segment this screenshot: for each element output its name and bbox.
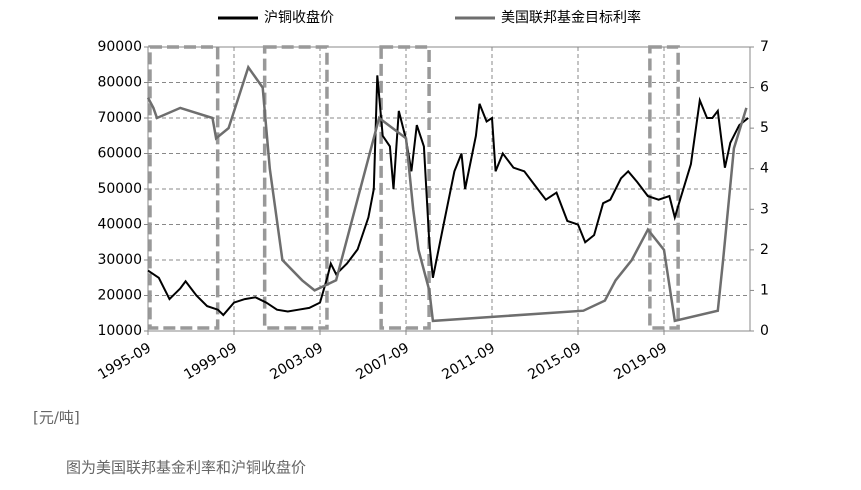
y2-tick-label: 0 bbox=[760, 323, 769, 339]
y-tick-label: 80000 bbox=[97, 75, 142, 91]
y2-tick-label: 4 bbox=[760, 161, 769, 177]
y-tick-label: 20000 bbox=[97, 288, 142, 304]
highlight-period bbox=[262, 45, 329, 330]
y-tick-label: 30000 bbox=[97, 252, 142, 268]
series-line bbox=[146, 64, 748, 323]
y2-tick-label: 7 bbox=[760, 39, 769, 55]
y-unit-label: [元/吨] bbox=[33, 409, 80, 427]
y2-tick-label: 2 bbox=[760, 242, 769, 258]
legend-label: 美国联邦基金目标利率 bbox=[501, 9, 641, 26]
caption: 图为美国联邦基金利率和沪铜收盘价 bbox=[66, 459, 306, 477]
y2-tick-label: 5 bbox=[760, 120, 769, 136]
highlight-period bbox=[379, 45, 431, 330]
highlight-period bbox=[648, 45, 680, 330]
series-line bbox=[147, 75, 749, 317]
y-tick-label: 60000 bbox=[97, 146, 142, 162]
x-tick-label: 2015-09 bbox=[525, 340, 584, 383]
y2-tick-label: 3 bbox=[760, 201, 769, 217]
x-tick-label: 1995-09 bbox=[95, 340, 154, 383]
plot-frame bbox=[147, 46, 751, 332]
x-tick-label: 2007-09 bbox=[353, 340, 412, 383]
y-tick-label: 90000 bbox=[97, 39, 142, 55]
x-tick-label: 2003-09 bbox=[267, 340, 326, 383]
x-tick-label: 2011-09 bbox=[439, 340, 498, 383]
y-tick-label: 50000 bbox=[97, 181, 142, 197]
y-tick-label: 40000 bbox=[97, 217, 142, 233]
x-tick-label: 2019-09 bbox=[611, 340, 670, 383]
y2-tick-label: 6 bbox=[760, 80, 769, 96]
highlight-period bbox=[148, 45, 220, 330]
x-tick-label: 1999-09 bbox=[181, 340, 240, 383]
legend-label: 沪铜收盘价 bbox=[264, 9, 334, 26]
y-tick-label: 70000 bbox=[97, 110, 142, 126]
y-tick-label: 10000 bbox=[97, 323, 142, 339]
y2-tick-label: 1 bbox=[760, 282, 769, 298]
